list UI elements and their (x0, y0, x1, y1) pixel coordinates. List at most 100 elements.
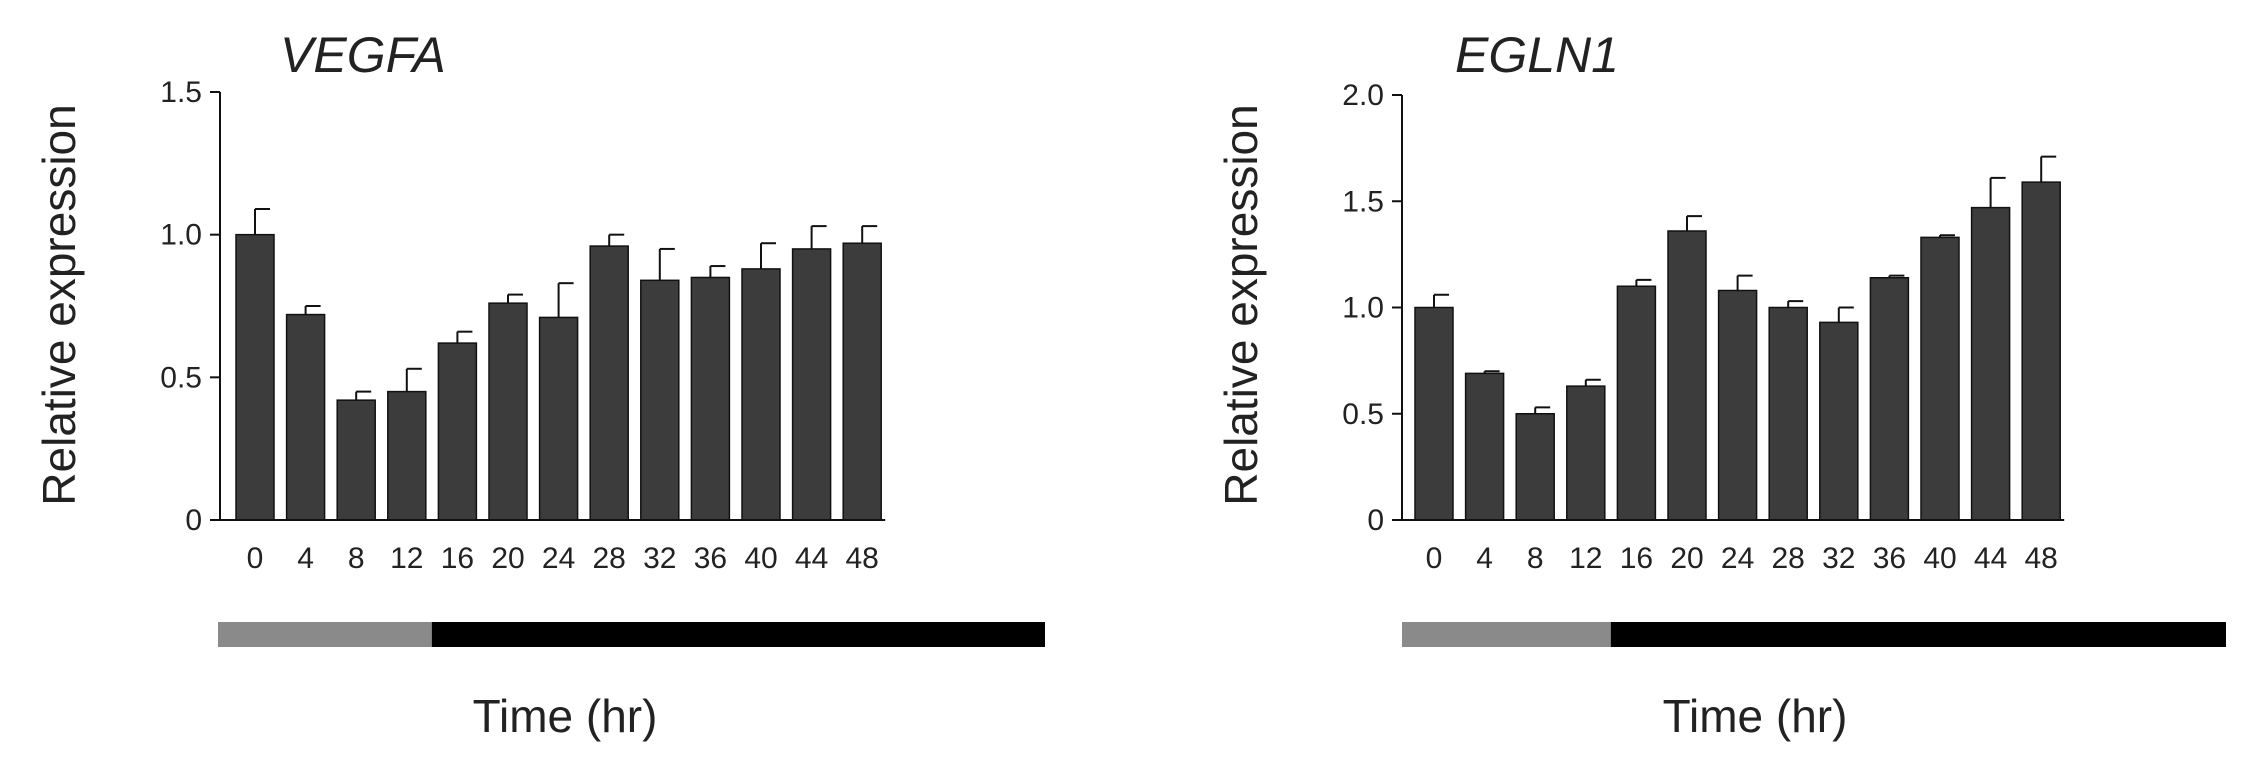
bar-48 (842, 242, 882, 521)
y-axis-label: Relative expression (33, 104, 85, 505)
y-tick-label: 2.0 (1342, 79, 1384, 112)
error-bar-32 (1837, 306, 1854, 323)
error-bar-16 (1635, 278, 1652, 287)
error-bar-8 (355, 390, 372, 401)
error-bar-12 (1584, 378, 1601, 387)
bar-24 (1717, 289, 1758, 521)
x-axis-label: Time (hr) (1663, 690, 1848, 742)
chart-title: VEGFA (280, 27, 446, 83)
x-tick-label: 44 (1974, 542, 2007, 575)
y-tick-label: 0.5 (160, 361, 202, 394)
x-tick-label: 32 (1822, 542, 1855, 575)
bar-12 (387, 390, 427, 521)
x-tick-label: 20 (491, 542, 524, 575)
bar-32 (640, 279, 680, 521)
error-bar-28 (608, 233, 625, 247)
bar-28 (589, 245, 629, 521)
bar-12 (1566, 385, 1606, 521)
x-tick-label: 0 (247, 542, 264, 575)
y-tick-label: 1.0 (160, 219, 202, 252)
time-bar-light (1402, 622, 1611, 647)
bar-44 (791, 248, 832, 521)
y-tick-label: 1.0 (1342, 292, 1384, 325)
error-bar-24 (1736, 274, 1753, 291)
error-bar-0 (1433, 293, 1449, 308)
x-tick-label: 20 (1670, 542, 1703, 575)
bar-48 (2021, 181, 2061, 521)
x-tick-label: 12 (1569, 542, 1602, 575)
x-tick-label: 36 (1873, 542, 1906, 575)
error-bar-20 (1686, 215, 1702, 231)
error-bar-48 (2040, 155, 2057, 183)
bar-36 (690, 276, 731, 521)
error-bar-16 (456, 330, 473, 344)
bar-8 (336, 399, 376, 521)
x-axis-label: Time (hr) (473, 690, 658, 742)
x-tick-label: 48 (2025, 542, 2058, 575)
error-bar-44 (1989, 176, 2006, 208)
y-axis-label: Relative expression (1215, 104, 1267, 505)
x-tick-label: 4 (1476, 542, 1493, 575)
error-bar-40 (1939, 234, 1955, 238)
bar-4 (1464, 372, 1505, 521)
error-bar-32 (658, 247, 675, 281)
time-bar-light (218, 622, 432, 647)
x-tick-label: 24 (542, 542, 575, 575)
y-tick-label: 0 (1367, 504, 1384, 537)
time-bar-dark (431, 622, 1045, 647)
bar-32 (1819, 321, 1859, 521)
x-tick-label: 8 (1527, 542, 1544, 575)
error-bar-40 (760, 242, 776, 269)
x-tick-label: 28 (1772, 542, 1805, 575)
error-bar-48 (861, 225, 878, 244)
bar-0 (235, 233, 275, 521)
y-tick-label: 1.5 (160, 76, 202, 109)
x-tick-label: 16 (1620, 542, 1653, 575)
error-bar-28 (1787, 300, 1804, 308)
error-bar-0 (254, 207, 270, 235)
error-bar-36 (709, 265, 726, 278)
x-tick-label: 40 (1923, 542, 1956, 575)
error-bar-12 (405, 367, 422, 392)
time-bar-dark (1610, 622, 2226, 647)
error-bar-24 (557, 282, 574, 318)
x-tick-label: 16 (441, 542, 474, 575)
bar-28 (1768, 306, 1808, 521)
y-tick-label: 0 (185, 504, 202, 537)
y-tick-label: 0.5 (1342, 398, 1384, 431)
bar-16 (437, 342, 478, 521)
bar-44 (1970, 206, 2011, 521)
x-tick-label: 28 (593, 542, 626, 575)
bar-36 (1869, 277, 1910, 521)
x-tick-label: 36 (694, 542, 727, 575)
bar-0 (1414, 306, 1454, 521)
error-bar-20 (507, 293, 523, 304)
bar-24 (538, 316, 579, 521)
error-bar-44 (810, 225, 827, 249)
bar-20 (1667, 230, 1707, 521)
bar-40 (741, 268, 781, 521)
bar-8 (1515, 413, 1555, 521)
x-tick-label: 12 (390, 542, 423, 575)
error-bar-8 (1534, 406, 1551, 414)
error-bar-4 (304, 305, 321, 315)
x-tick-label: 44 (795, 542, 828, 575)
chart-title: EGLN1 (1455, 27, 1619, 83)
bar-40 (1920, 236, 1960, 521)
error-bar-36 (1888, 274, 1905, 278)
bar-16 (1616, 285, 1657, 521)
x-tick-label: 32 (643, 542, 676, 575)
bar-20 (488, 302, 528, 521)
x-tick-label: 24 (1721, 542, 1754, 575)
x-tick-label: 40 (744, 542, 777, 575)
bar-4 (285, 313, 326, 521)
x-tick-label: 48 (846, 542, 879, 575)
y-tick-label: 1.5 (1342, 185, 1384, 218)
error-bar-4 (1483, 370, 1500, 374)
x-tick-label: 4 (297, 542, 314, 575)
x-tick-label: 8 (348, 542, 365, 575)
x-tick-label: 0 (1426, 542, 1443, 575)
